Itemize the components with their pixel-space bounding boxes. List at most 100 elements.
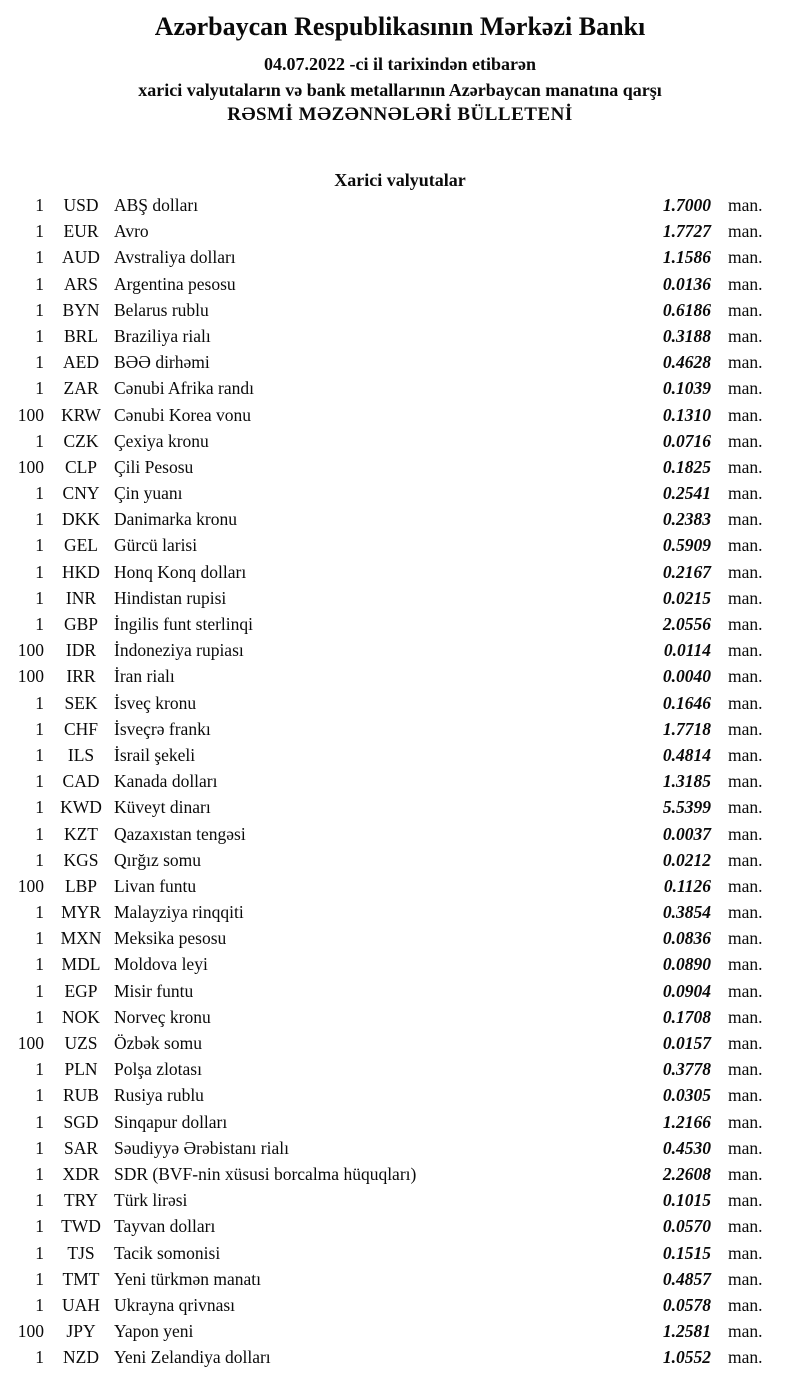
code-cell: AUD [62,247,100,268]
rate-cell: 1.2581 [662,1321,711,1342]
qty-cell: 1 [35,1242,44,1263]
unit-cell: man. [728,980,763,1001]
unit-cell: man. [728,1190,763,1211]
code-cell: LBP [64,875,98,896]
code-cell: DKK [62,509,100,530]
rate-cell: 0.0570 [662,1216,711,1237]
rate-cell: 0.1015 [662,1190,711,1211]
rate-cell: 0.0037 [662,823,711,844]
qty-cell: 100 [17,456,44,477]
table-row: 1 SEK İsveç kronu 0.1646 man. [0,690,800,716]
qty-cell: 1 [35,928,44,949]
name-cell: Hindistan rupisi [114,587,227,608]
code-cell: GEL [63,535,99,556]
qty-cell: 1 [35,1085,44,1106]
unit-cell: man. [728,195,763,215]
table-row: 1 PLN Polşa zlotası 0.3778 man. [0,1056,800,1082]
code-cell: CNY [62,483,100,504]
code-cell: CAD [62,771,100,792]
bulletin-title: RƏSMİ MƏZƏNNƏLƏRİ BÜLLETENİ [227,104,573,125]
name-cell: Malayziya rinqqiti [114,902,244,923]
name-cell: Cənubi Korea vonu [114,404,252,425]
table-row: 100 CLP Çili Pesosu 0.1825 man. [0,454,800,480]
rate-cell: 0.4628 [662,352,711,373]
unit-cell: man. [728,823,763,844]
name-cell: Yapon yeni [114,1321,194,1342]
qty-cell: 1 [35,1111,44,1132]
name-cell: Belarus rublu [114,299,209,320]
qty-cell: 1 [35,849,44,870]
name-cell: Misir funtu [114,980,194,1001]
name-cell: SDR (BVF-nin xüsusi borcalma hüquqları) [114,1163,417,1184]
rate-cell: 0.2541 [662,483,711,504]
name-cell: Gürcü larisi [114,535,198,556]
unit-cell: man. [728,561,763,582]
qty-cell: 1 [35,1137,44,1158]
table-row: 100 LBP Livan funtu 0.1126 man. [0,873,800,899]
code-cell: BYN [62,299,100,320]
unit-cell: man. [728,928,763,949]
rate-cell: 0.0716 [662,430,711,451]
table-row: 1 MDL Moldova leyi 0.0890 man. [0,951,800,977]
qty-cell: 1 [35,1347,44,1368]
code-cell: HKD [62,561,100,582]
qty-cell: 100 [17,404,44,425]
rate-cell: 0.0215 [662,587,711,608]
code-cell: JPY [66,1321,96,1342]
code-cell: EGP [64,980,98,1001]
table-row: 1 TJS Tacik somonisi 0.1515 man. [0,1240,800,1266]
name-cell: İsveç kronu [114,692,197,713]
rate-cell: 0.0212 [662,849,711,870]
qty-cell: 100 [17,666,44,687]
qty-cell: 1 [35,823,44,844]
name-cell: Meksika pesosu [114,928,227,949]
name-cell: Argentina pesosu [114,273,236,294]
table-row: 1 XDR SDR (BVF-nin xüsusi borcalma hüquq… [0,1161,800,1187]
code-cell: TMT [62,1268,100,1289]
rate-cell: 1.0552 [662,1347,711,1368]
table-row: 100 IDR İndoneziya rupiası 0.0114 man. [0,637,800,663]
table-row: 1 AED BƏƏ dirhəmi 0.4628 man. [0,349,800,375]
rate-cell: 1.7000 [662,195,711,215]
name-cell: Qırğız somu [114,849,202,870]
qty-cell: 1 [35,509,44,530]
unit-cell: man. [728,614,763,634]
code-cell: NOK [62,1006,100,1027]
table-row: 1 AUD Avstraliya dolları 1.1586 man. [0,244,800,270]
unit-cell: man. [728,1033,763,1053]
qty-cell: 1 [35,1294,44,1315]
qty-cell: 1 [35,718,44,739]
unit-cell: man. [728,325,763,346]
unit-cell: man. [728,1137,763,1158]
bulletin-header: Azərbaycan Respublikasının Mərkəzi Bankı… [0,0,800,128]
unit-cell: man. [728,587,763,608]
qty-cell: 1 [35,1268,44,1289]
qty-cell: 1 [35,561,44,582]
code-cell: SGD [63,1111,99,1132]
table-row: 1 MXN Meksika pesosu 0.0836 man. [0,925,800,951]
rate-cell: 0.3854 [662,902,711,923]
name-cell: İndoneziya rupiası [114,640,244,661]
name-cell: Səudiyyə Ərəbistanı rialı [114,1137,289,1158]
code-cell: UZS [64,1033,98,1053]
table-row: 1 CNY Çin yuanı 0.2541 man. [0,480,800,506]
qty-cell: 1 [35,744,44,765]
unit-cell: man. [728,718,763,739]
table-row: 1 TRY Türk lirəsi 0.1015 man. [0,1187,800,1213]
unit-cell: man. [728,456,763,477]
unit-cell: man. [728,1006,763,1027]
rate-cell: 2.2608 [662,1163,711,1184]
name-cell: Yeni türkmən manatı [114,1268,261,1289]
rate-cell: 1.2166 [662,1111,711,1132]
code-cell: TJS [67,1242,95,1263]
qty-cell: 1 [35,1190,44,1211]
name-cell: Çin yuanı [114,483,183,504]
unit-cell: man. [728,954,763,975]
name-cell: Çili Pesosu [114,456,194,477]
code-cell: USD [63,195,99,215]
table-row: 1 USD ABŞ dolları 1.7000 man. [0,192,800,218]
rate-cell: 0.0157 [662,1033,711,1053]
code-cell: KRW [61,404,101,425]
rate-cell: 0.3778 [662,1059,711,1080]
table-row: 100 UZS Özbək somu 0.0157 man. [0,1030,800,1056]
